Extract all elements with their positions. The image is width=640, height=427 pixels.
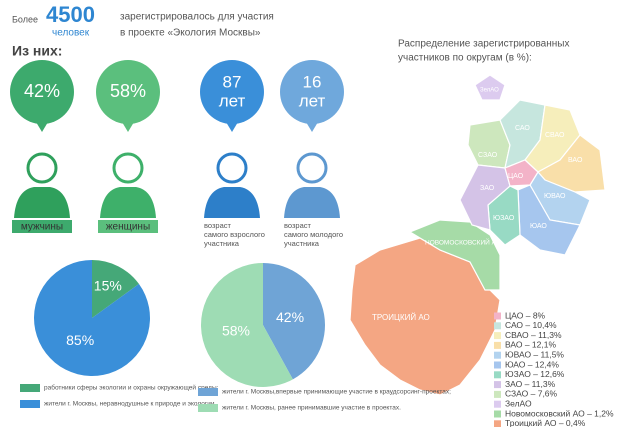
legend-label: жители г. Москвы,впервые принимающие уча… <box>222 389 451 396</box>
icon-body <box>204 187 260 218</box>
legend-label: ВАО – 12,1% <box>505 340 556 350</box>
map-title: Распределение зарегистрированных <box>398 39 569 50</box>
legend-label: жители г. Москвы, неравнодушные к природ… <box>44 401 216 408</box>
legend-swatch <box>198 388 218 396</box>
pie-label: 42% <box>276 309 304 325</box>
legend-label: Троицкий АО – 0,4% <box>505 418 586 427</box>
legend-swatch <box>494 400 501 408</box>
region <box>408 219 501 291</box>
map-label: ЦАО <box>508 173 524 180</box>
icon-body <box>284 187 340 218</box>
legend-swatch <box>494 371 501 379</box>
map: ЦАО САО СВАО ВАО ЮВАО ЮАО ЮЗАО ЗАО СЗАО … <box>349 74 606 396</box>
stat-circle <box>96 60 160 124</box>
stat-label: женщины <box>106 222 150 233</box>
label-bar <box>12 220 72 233</box>
legend-label: ЗелАО <box>505 398 532 408</box>
pointer <box>36 122 48 132</box>
legend-swatch <box>494 420 501 427</box>
stat-value: 42% <box>24 81 60 101</box>
pie-slice <box>92 260 139 318</box>
pie-slice <box>201 263 293 388</box>
pie-slice <box>263 263 325 380</box>
pointer <box>122 122 134 132</box>
stat-label: возраст самого взрослого участника <box>204 221 265 248</box>
pointer <box>306 122 318 132</box>
map-label: ЮЗАО <box>493 215 515 222</box>
stat-label: возраст самого молодого участника <box>284 221 343 248</box>
legend-swatch <box>494 351 501 359</box>
stat-circle <box>280 60 344 124</box>
region <box>504 159 539 187</box>
legend-swatch <box>20 400 40 408</box>
map-title: участников по округам (в %): <box>398 53 532 64</box>
label-bar <box>98 220 158 233</box>
pointer <box>226 122 238 132</box>
pie-label: 58% <box>222 323 250 339</box>
pie-slice <box>33 260 150 376</box>
stat-value: 58% <box>110 81 146 101</box>
icon-head <box>296 152 328 184</box>
legend-swatch <box>494 322 501 330</box>
map-label: ЗАО <box>480 185 495 192</box>
legend-swatch <box>198 404 218 412</box>
icon-head <box>26 152 58 184</box>
map-label: ЮВАО <box>544 193 566 200</box>
header-number: 4500 <box>46 2 95 27</box>
header-unit: человек <box>52 28 90 39</box>
stat-value: 16 <box>303 72 322 91</box>
legend-label: жители г. Москвы, ранее принимавшие учас… <box>222 405 401 412</box>
legend-label: САО – 10,4% <box>505 320 557 330</box>
map-label: ЗелАО <box>480 88 499 94</box>
legend-swatch <box>494 312 501 320</box>
map-label: ЮАО <box>530 223 547 230</box>
map-label: ВАО <box>568 157 583 164</box>
header-line: в проекте «Экология Москвы» <box>120 28 261 39</box>
legend-swatch <box>494 381 501 389</box>
pie-label: 15% <box>94 278 122 294</box>
legend-label: СВАО – 11,3% <box>505 330 562 340</box>
icon-body <box>14 187 70 218</box>
legend-label: СЗАО – 7,6% <box>505 389 558 399</box>
subheader: Из них: <box>12 43 62 59</box>
map-label: СВАО <box>545 132 565 139</box>
stat-value: 87 <box>223 72 242 91</box>
legend-label: ЮЗАО – 12,6% <box>505 369 565 379</box>
map-label: САО <box>515 125 530 132</box>
header-pre: Более <box>12 14 38 24</box>
legend-swatch <box>494 390 501 398</box>
legend-label: Новомосковский АО – 1,2% <box>505 408 614 418</box>
legend-swatch <box>494 332 501 340</box>
map-label: ТРОИЦКИЙ АО <box>372 313 430 322</box>
region <box>474 74 506 101</box>
stat-circle <box>10 60 74 124</box>
stat-unit: лет <box>299 91 326 110</box>
icon-head <box>112 152 144 184</box>
map-label: НОВОМОСКОВСКИЙ АО <box>425 238 501 247</box>
icon-head <box>216 152 248 184</box>
legend-label: работники сферы экологии и охраны окружа… <box>44 384 219 392</box>
legend-swatch <box>494 361 501 369</box>
icon-body <box>100 187 156 218</box>
header-line: зарегистрировалось для участия <box>120 12 274 23</box>
legend-label: ЮАО – 12,4% <box>505 359 559 369</box>
map-label: СЗАО <box>478 152 498 159</box>
legend-swatch <box>20 384 40 392</box>
stat-unit: лет <box>219 91 246 110</box>
stat-circle <box>200 60 264 124</box>
pie-label: 85% <box>66 332 94 348</box>
legend-swatch <box>494 410 501 418</box>
legend-label: ЦАО – 8% <box>505 310 546 320</box>
legend-label: ЮВАО – 11,5% <box>505 349 564 359</box>
legend-swatch <box>494 341 501 349</box>
legend-label: ЗАО – 11,3% <box>505 379 556 389</box>
stat-label: мужчины <box>21 222 63 233</box>
